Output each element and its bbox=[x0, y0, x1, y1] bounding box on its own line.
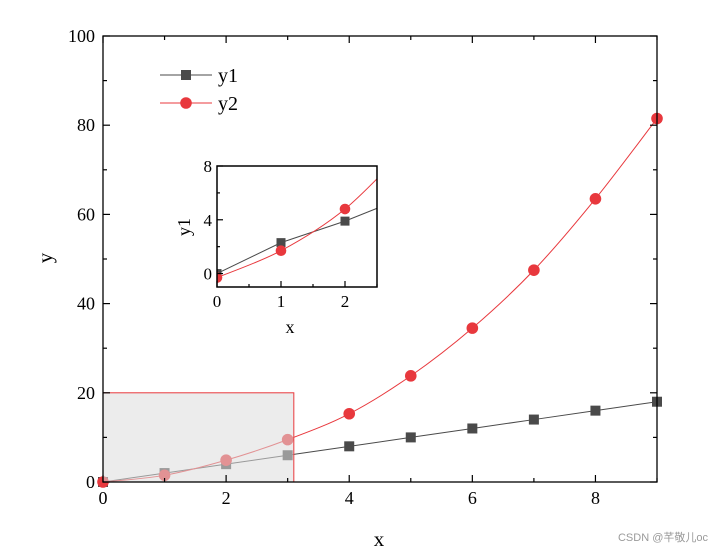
marker-y1-4 bbox=[344, 441, 355, 452]
inset-line-y2 bbox=[217, 178, 377, 279]
y-tick-label: 20 bbox=[77, 383, 95, 403]
y-tick-label: 40 bbox=[77, 294, 95, 314]
legend-marker-y1 bbox=[181, 70, 191, 80]
inset-marker-y2-1 bbox=[275, 245, 287, 256]
inset-plot: 0 1 2 0 4 8 x y1 bbox=[174, 157, 378, 337]
watermark-text: CSDN @芊敬儿oc bbox=[617, 532, 708, 544]
legend-label-y2: y2 bbox=[218, 93, 238, 115]
legend-label-y1: y1 bbox=[218, 65, 238, 87]
inset-y-tick-label: 0 bbox=[204, 265, 213, 284]
x-tick-label: 8 bbox=[591, 488, 600, 508]
inset-marker-y1-2 bbox=[340, 216, 350, 226]
x-tick-label: 0 bbox=[99, 488, 108, 508]
y-tick-label: 100 bbox=[68, 26, 95, 46]
inset-y-axis-title: y1 bbox=[174, 218, 194, 236]
x-tick-label: 4 bbox=[345, 488, 354, 508]
marker-y2-8 bbox=[589, 192, 602, 205]
x-axis-title: x bbox=[374, 527, 385, 551]
marker-y1-7 bbox=[528, 414, 539, 425]
inset-y-tick-label: 8 bbox=[204, 157, 213, 176]
inset-marker-y2-2 bbox=[339, 203, 351, 215]
inset-x-tick-label: 1 bbox=[277, 292, 286, 311]
x-tick-label: 2 bbox=[222, 488, 231, 508]
zoom-region-box bbox=[102, 392, 295, 483]
marker-y1-5 bbox=[405, 432, 416, 443]
inset-series-lines bbox=[217, 178, 377, 279]
inset-background bbox=[217, 166, 377, 287]
inset-marker-y2-0 bbox=[217, 272, 223, 283]
inset-x-tick-label: 2 bbox=[341, 292, 350, 311]
x-tick-label: 6 bbox=[468, 488, 477, 508]
y-axis-title: y bbox=[33, 252, 57, 263]
inset-y-ticks: 0 4 8 bbox=[204, 157, 223, 284]
marker-y2-4 bbox=[343, 407, 356, 420]
inset-x-tick-label: 0 bbox=[213, 292, 222, 311]
inset-marker-y1-1 bbox=[276, 238, 286, 248]
inset-y-tick-label: 4 bbox=[204, 211, 213, 230]
x-axis-ticks: 0 2 4 6 8 bbox=[99, 36, 658, 508]
y-tick-label: 80 bbox=[77, 115, 95, 135]
marker-y1-8 bbox=[590, 405, 601, 416]
marker-y2-5 bbox=[404, 370, 417, 382]
y-tick-label: 0 bbox=[86, 472, 95, 492]
marker-y2-6 bbox=[466, 322, 479, 334]
inset-x-axis-title: x bbox=[286, 317, 295, 337]
marker-y1-6 bbox=[467, 423, 478, 434]
inset-x-ticks: 0 1 2 bbox=[213, 281, 378, 311]
legend-marker-y2 bbox=[180, 97, 192, 109]
y-tick-label: 60 bbox=[77, 204, 95, 224]
inset-frame bbox=[216, 165, 378, 288]
marker-y2-7 bbox=[528, 264, 540, 276]
